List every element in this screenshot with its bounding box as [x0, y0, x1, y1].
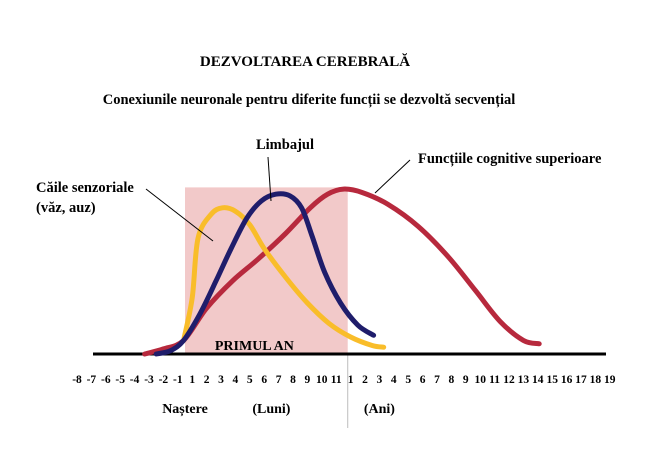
x-tick-label: 12	[503, 374, 515, 386]
x-tick-label: 2	[362, 374, 368, 386]
x-tick-label: 18	[590, 374, 602, 386]
x-tick-label: 10	[316, 374, 328, 386]
higher-cognitive-functions-leader	[374, 159, 411, 194]
x-tick-label: 2	[204, 374, 210, 386]
x-tick-label: 1	[348, 374, 354, 386]
x-tick-label: 6	[420, 374, 426, 386]
higher-cognitive-functions-label: Funcțiile cognitive superioare	[418, 151, 602, 167]
x-tick-label: 16	[561, 374, 573, 386]
x-tick-label: 11	[489, 374, 500, 386]
x-tick-label: 1	[189, 374, 195, 386]
x-tick-label: 4	[391, 374, 397, 386]
x-tick-label: 19	[604, 374, 616, 386]
birth-annotation: Naștere	[162, 402, 208, 417]
x-tick-label: 3	[218, 374, 224, 386]
language-line	[153, 191, 377, 357]
years-annotation: (Ani)	[364, 402, 395, 417]
chart-subtitle: Conexiunile neuronale pentru diferite fu…	[103, 92, 516, 108]
x-tick-label: 9	[305, 374, 311, 386]
x-tick-label: 6	[261, 374, 267, 386]
x-tick-label: -8	[72, 374, 82, 386]
higher-cognitive-functions-line	[142, 186, 542, 357]
first-year-label: PRIMUL AN	[215, 339, 294, 354]
x-tick-label: 5	[405, 374, 411, 386]
language-label: Limbajul	[256, 137, 314, 153]
x-tick-label: -6	[101, 374, 111, 386]
x-tick-label: -5	[115, 374, 125, 386]
x-tick-label: 4	[233, 374, 239, 386]
x-tick-label: 17	[575, 374, 587, 386]
x-tick-label: 13	[518, 374, 530, 386]
language-leader	[267, 156, 272, 202]
x-tick-label: 11	[331, 374, 342, 386]
x-tick-label: 7	[434, 374, 440, 386]
sensory-pathways-leader	[145, 188, 214, 242]
x-tick-label: 8	[449, 374, 455, 386]
x-tick-label: 7	[276, 374, 282, 386]
x-axis-layer: -8 -7 -6 -5 -4 -3 -2 -1 1 2 3 4 5 6 7 8 9 10 11 1 2 3 4 5 6 7 8 9 10…	[72, 352, 616, 428]
x-tick-label: -2	[159, 374, 169, 386]
x-tick-label: 5	[247, 374, 253, 386]
x-tick-label: -4	[130, 374, 140, 386]
x-tick-label: 3	[377, 374, 383, 386]
series-layer	[142, 186, 542, 357]
chart-title: DEZVOLTAREA CEREBRALĂ	[200, 53, 410, 70]
x-tick-label: -1	[173, 374, 183, 386]
labels-layer: Naștere (Luni) (Ani) Căile senzoriale (văz, …	[36, 137, 602, 417]
x-tick-label: -7	[87, 374, 97, 386]
sensory-pathways-line	[181, 205, 387, 350]
sensory-pathways-label-line2: (văz, auz)	[36, 200, 96, 216]
x-tick-label: 8	[290, 374, 296, 386]
x-tick-label: -3	[144, 374, 154, 386]
x-tick-label: 14	[532, 374, 544, 386]
x-tick-label: 15	[546, 374, 558, 386]
months-annotation: (Luni)	[252, 402, 290, 417]
sensory-pathways-label: Căile senzoriale	[36, 180, 134, 196]
x-tick-label: 10	[474, 374, 486, 386]
x-tick-label: 9	[463, 374, 469, 386]
